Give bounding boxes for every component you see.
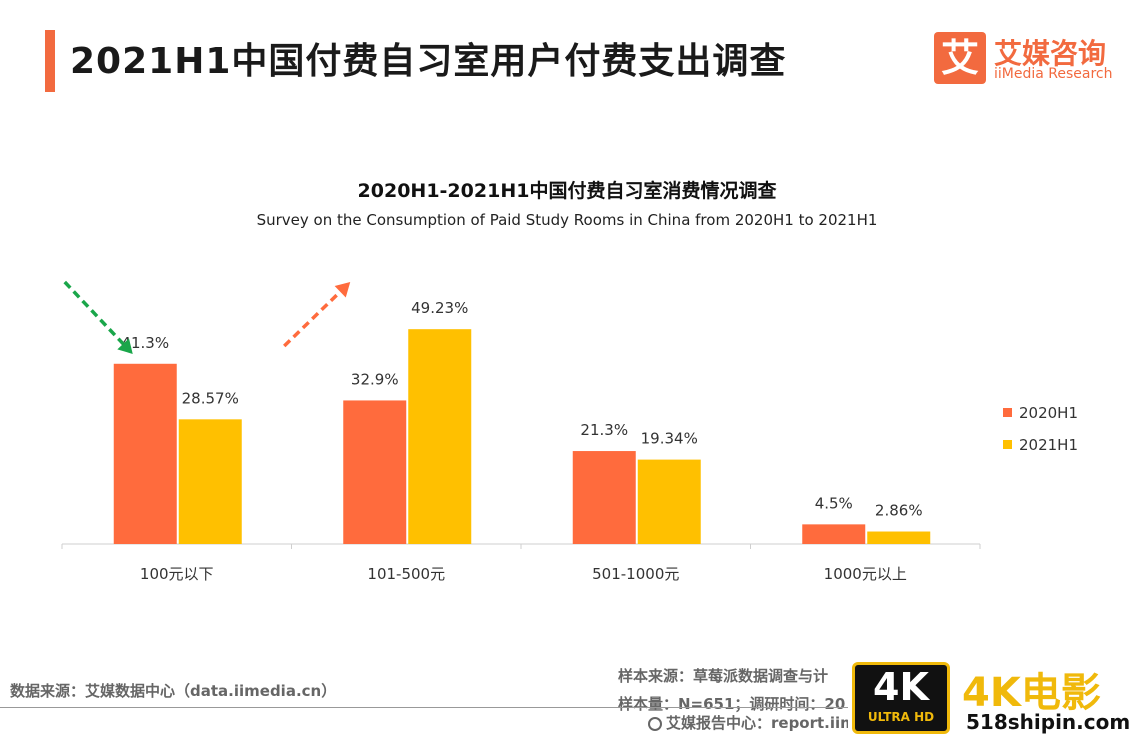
page-title: 2021H1中国付费自习室用户付费支出调查	[70, 41, 787, 82]
chart-title: 2020H1-2021H1中国付费自习室消费情况调查	[357, 180, 777, 202]
chart-subtitle: Survey on the Consumption of Paid Study …	[256, 211, 878, 229]
report-center: 艾媒报告中心：report.iim	[666, 714, 856, 732]
data-label: 41.3%	[121, 334, 169, 352]
bar-2020H1	[802, 524, 866, 544]
trend-down-arrow-icon-head	[117, 338, 133, 354]
data-label: 32.9%	[351, 370, 399, 388]
bar-2020H1	[343, 400, 407, 544]
x-tick-label: 501-1000元	[592, 565, 679, 583]
bar-2021H1	[408, 329, 472, 544]
sample-size: 样本量：N=651；调研时间：20	[618, 695, 846, 713]
uhd-badge-big: 4K	[873, 665, 929, 709]
logo-name-cn: 艾媒咨询	[994, 37, 1107, 70]
sample-source: 样本来源：草莓派数据调查与计	[618, 667, 829, 685]
x-tick-label: 1000元以上	[824, 565, 907, 583]
x-tick-label: 100元以下	[140, 565, 214, 583]
bar-2020H1	[113, 363, 177, 544]
title-accent-bar	[45, 30, 55, 92]
legend-swatch-2020H1	[1003, 408, 1012, 417]
data-label: 49.23%	[411, 299, 468, 317]
iimedia-logo: 艾 艾媒咨询 iiMedia Research	[934, 32, 1114, 86]
footer-divider	[0, 707, 860, 708]
trend-up-arrow-icon-head	[334, 282, 351, 298]
x-tick-label: 101-500元	[367, 565, 445, 583]
logo-mark-icon: 艾	[934, 32, 986, 84]
bar-2021H1	[178, 419, 242, 544]
watermark-title: 4K电影	[962, 670, 1101, 716]
trend-up-arrow-icon-shaft	[283, 290, 342, 348]
logo-name-en: iiMedia Research	[994, 66, 1113, 82]
sample-info: 样本来源：草莓派数据调查与计 样本量：N=651；调研时间：20	[618, 662, 858, 718]
watermark: 4K ULTRA HD 4K电影 518shipin.com	[848, 658, 1134, 737]
data-source: 数据来源：艾媒数据中心（data.iimedia.cn）	[10, 682, 337, 700]
trend-down-arrow-icon-shaft	[63, 280, 125, 346]
legend-label-2021H1: 2021H1	[1019, 436, 1078, 454]
data-label: 28.57%	[182, 389, 239, 407]
globe-icon	[648, 717, 662, 731]
legend-swatch-2021H1	[1003, 440, 1012, 449]
data-label: 19.34%	[641, 430, 698, 448]
bar-2021H1	[867, 531, 931, 544]
legend-label-2020H1: 2020H1	[1019, 404, 1078, 422]
uhd-badge-small: ULTRA HD	[867, 710, 935, 724]
report-center-line: 艾媒报告中心：report.iim	[648, 712, 858, 733]
data-label: 21.3%	[580, 421, 628, 439]
data-label: 2.86%	[875, 502, 923, 520]
uhd-badge-icon: 4K ULTRA HD	[852, 662, 950, 734]
data-label: 4.5%	[815, 494, 853, 512]
watermark-url: 518shipin.com	[966, 710, 1131, 734]
bar-2021H1	[637, 459, 701, 544]
bar-2020H1	[572, 451, 636, 544]
